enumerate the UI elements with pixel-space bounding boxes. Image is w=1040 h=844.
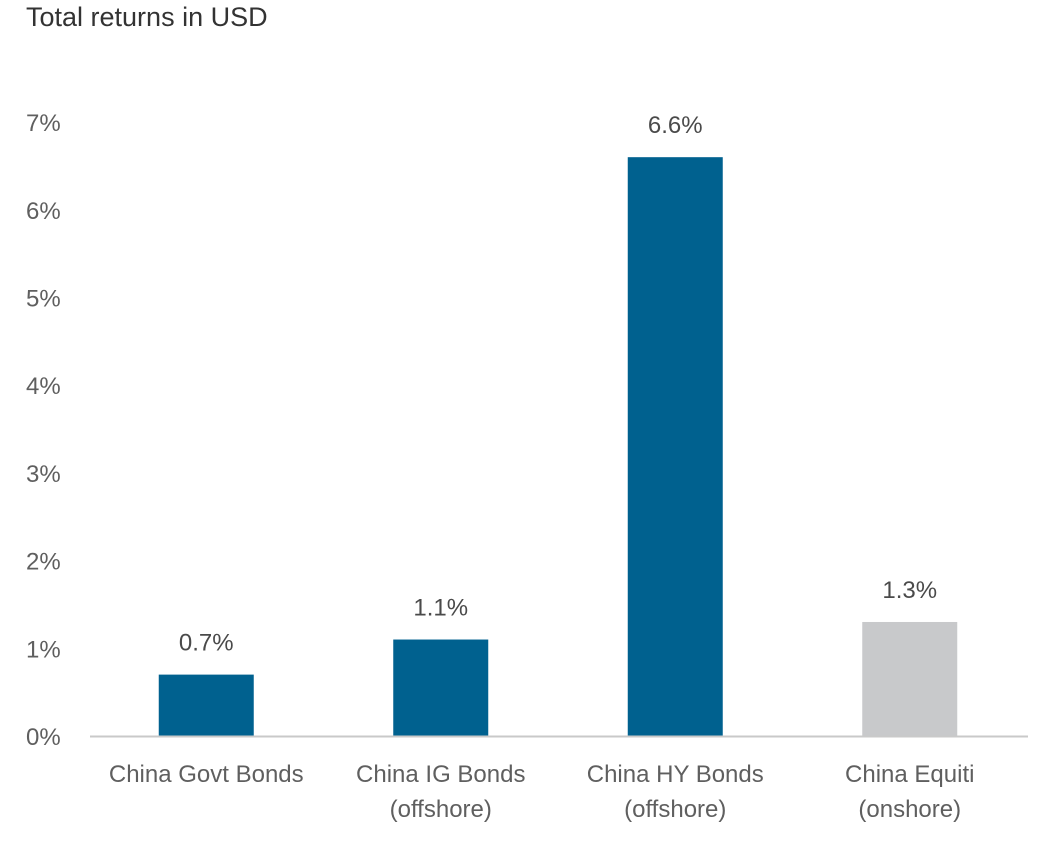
category-label: (onshore) (858, 796, 961, 823)
data-label: 1.3% (882, 577, 937, 604)
category-label: (offshore) (624, 796, 726, 823)
y-tick-label: 2% (26, 549, 61, 576)
bar (393, 639, 489, 736)
data-labels: 0.7% 1.1% 6.6% 1.3% (179, 112, 937, 656)
bars (158, 157, 958, 736)
bar (862, 621, 958, 736)
category-label: China Equiti (845, 761, 974, 788)
y-tick-label: 3% (26, 461, 61, 488)
category-label: China Govt Bonds (109, 761, 304, 788)
y-tick-label: 5% (26, 286, 61, 313)
category-label: China IG Bonds (356, 761, 525, 788)
bar (158, 674, 254, 736)
chart-title: Total returns in USD (26, 2, 268, 32)
y-tick-label: 0% (26, 724, 61, 751)
category-label: (offshore) (390, 796, 492, 823)
y-tick-label: 4% (26, 373, 61, 400)
data-label: 1.1% (413, 595, 468, 622)
category-label: China HY Bonds (587, 761, 764, 788)
category-labels: China Govt Bonds China IG Bonds (offshore)… (109, 761, 975, 823)
y-tick-label: 1% (26, 636, 61, 663)
data-label: 0.7% (179, 630, 234, 657)
y-tick-label: 7% (26, 110, 61, 137)
bar (627, 157, 723, 736)
y-tick-label: 6% (26, 198, 61, 225)
y-axis-tick-labels: 0% 1% 2% 3% 4% 5% 6% 7% (26, 110, 61, 751)
data-label: 6.6% (648, 112, 703, 139)
